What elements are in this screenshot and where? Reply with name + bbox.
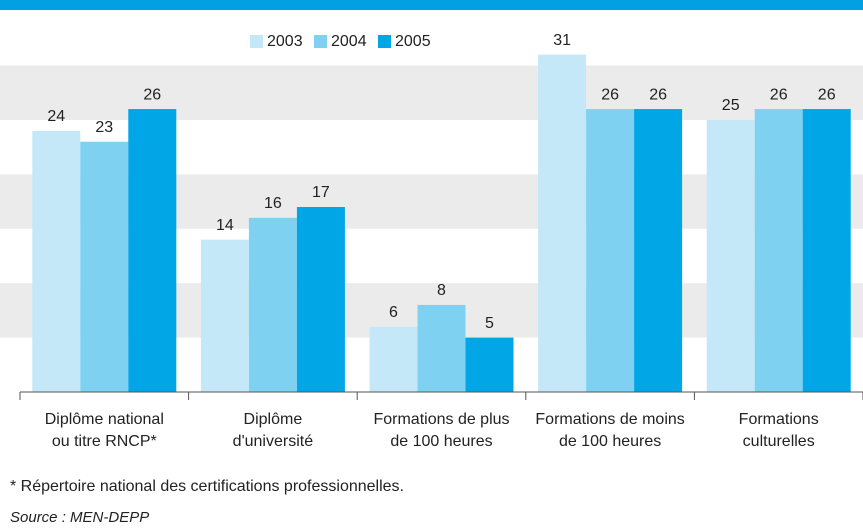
- data-label: 26: [818, 86, 836, 103]
- bar: [634, 109, 683, 392]
- x-tick-label: Formations de plus de 100 heures: [373, 411, 509, 450]
- data-label: 8: [437, 282, 446, 299]
- x-tick-label-line: Diplôme national: [45, 411, 164, 428]
- data-label: 26: [601, 86, 619, 103]
- legend-label: 2003: [267, 33, 303, 50]
- source: Source : MEN-DEPP: [10, 509, 149, 526]
- bar: [200, 239, 249, 392]
- x-tick-label-line: d'université: [233, 433, 314, 450]
- x-tick-label-line: culturelles: [743, 433, 815, 450]
- bar: [538, 54, 587, 392]
- bar: [417, 304, 466, 392]
- x-tick-label-line: Diplôme: [244, 411, 303, 428]
- legend-swatch: [314, 35, 327, 48]
- data-label: 23: [95, 119, 113, 136]
- x-tick-label: Formations culturelles: [739, 411, 819, 450]
- top-band: [0, 0, 863, 10]
- bar: [369, 326, 418, 392]
- bar: [465, 337, 514, 392]
- data-label: 16: [264, 195, 282, 212]
- bar: [248, 217, 297, 392]
- data-label: 25: [722, 97, 740, 114]
- x-tick-label-line: ou titre RNCP*: [52, 433, 157, 450]
- data-label: 31: [553, 32, 571, 49]
- data-label: 26: [143, 86, 161, 103]
- bar: [128, 109, 177, 392]
- bar: [706, 119, 755, 393]
- x-tick-label-line: Formations de plus: [373, 411, 509, 428]
- bar: [754, 109, 803, 392]
- bar: [80, 141, 129, 392]
- data-label: 14: [216, 217, 234, 234]
- x-tick-label: Diplôme national ou titre RNCP*: [45, 411, 164, 450]
- bar: [296, 207, 345, 392]
- bar: [32, 130, 81, 392]
- legend-label: 2005: [395, 33, 431, 50]
- legend-label: 2004: [331, 33, 367, 50]
- data-label: 6: [389, 304, 398, 321]
- legend-swatch: [378, 35, 391, 48]
- bar: [802, 109, 851, 392]
- data-label: 24: [47, 108, 65, 125]
- data-label: 26: [770, 86, 788, 103]
- data-label: 26: [649, 86, 667, 103]
- data-label: 5: [485, 315, 494, 332]
- legend-swatch: [250, 35, 263, 48]
- x-tick-label-line: Formations: [739, 411, 819, 428]
- x-tick-label-line: Formations de moins: [535, 411, 684, 428]
- data-label: 17: [312, 184, 330, 201]
- x-tick-label-line: de 100 heures: [559, 433, 661, 450]
- x-tick-label: Diplôme d'université: [233, 411, 314, 450]
- footnote: * Répertoire national des certifications…: [10, 478, 404, 495]
- x-tick-label: Formations de moins de 100 heures: [535, 411, 684, 450]
- x-tick-label-line: de 100 heures: [390, 433, 492, 450]
- bar: [586, 109, 635, 392]
